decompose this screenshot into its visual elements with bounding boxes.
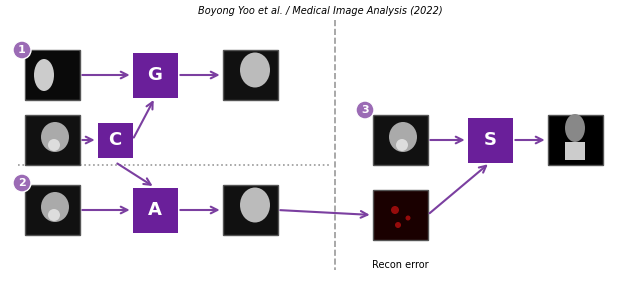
Circle shape	[13, 41, 31, 59]
FancyBboxPatch shape	[223, 50, 278, 100]
Ellipse shape	[391, 206, 399, 214]
Ellipse shape	[48, 209, 60, 221]
FancyBboxPatch shape	[372, 115, 428, 165]
Ellipse shape	[395, 222, 401, 228]
FancyBboxPatch shape	[132, 53, 177, 97]
Text: 2: 2	[18, 178, 26, 188]
Circle shape	[13, 174, 31, 192]
FancyBboxPatch shape	[24, 115, 79, 165]
Text: A: A	[148, 201, 162, 219]
Ellipse shape	[34, 59, 54, 91]
Ellipse shape	[48, 139, 60, 151]
Ellipse shape	[396, 139, 408, 151]
FancyBboxPatch shape	[467, 118, 513, 162]
FancyBboxPatch shape	[26, 51, 79, 99]
FancyBboxPatch shape	[565, 142, 585, 160]
Text: C: C	[108, 131, 122, 149]
FancyBboxPatch shape	[372, 190, 428, 240]
Ellipse shape	[240, 53, 270, 87]
FancyBboxPatch shape	[97, 122, 132, 158]
FancyBboxPatch shape	[223, 185, 278, 235]
Ellipse shape	[240, 187, 270, 222]
Ellipse shape	[406, 216, 410, 220]
FancyBboxPatch shape	[132, 187, 177, 233]
Ellipse shape	[41, 192, 69, 222]
Text: S: S	[483, 131, 497, 149]
Text: Boyong Yoo et al. / Medical Image Analysis (2022): Boyong Yoo et al. / Medical Image Analys…	[198, 6, 442, 16]
Ellipse shape	[389, 122, 417, 152]
FancyBboxPatch shape	[547, 115, 602, 165]
Text: 3: 3	[361, 105, 369, 115]
Text: Recon error: Recon error	[372, 260, 428, 270]
Circle shape	[356, 101, 374, 119]
Text: 1: 1	[18, 45, 26, 55]
Ellipse shape	[41, 122, 69, 152]
Text: G: G	[148, 66, 163, 84]
Ellipse shape	[565, 114, 585, 142]
FancyBboxPatch shape	[24, 50, 79, 100]
FancyBboxPatch shape	[24, 185, 79, 235]
